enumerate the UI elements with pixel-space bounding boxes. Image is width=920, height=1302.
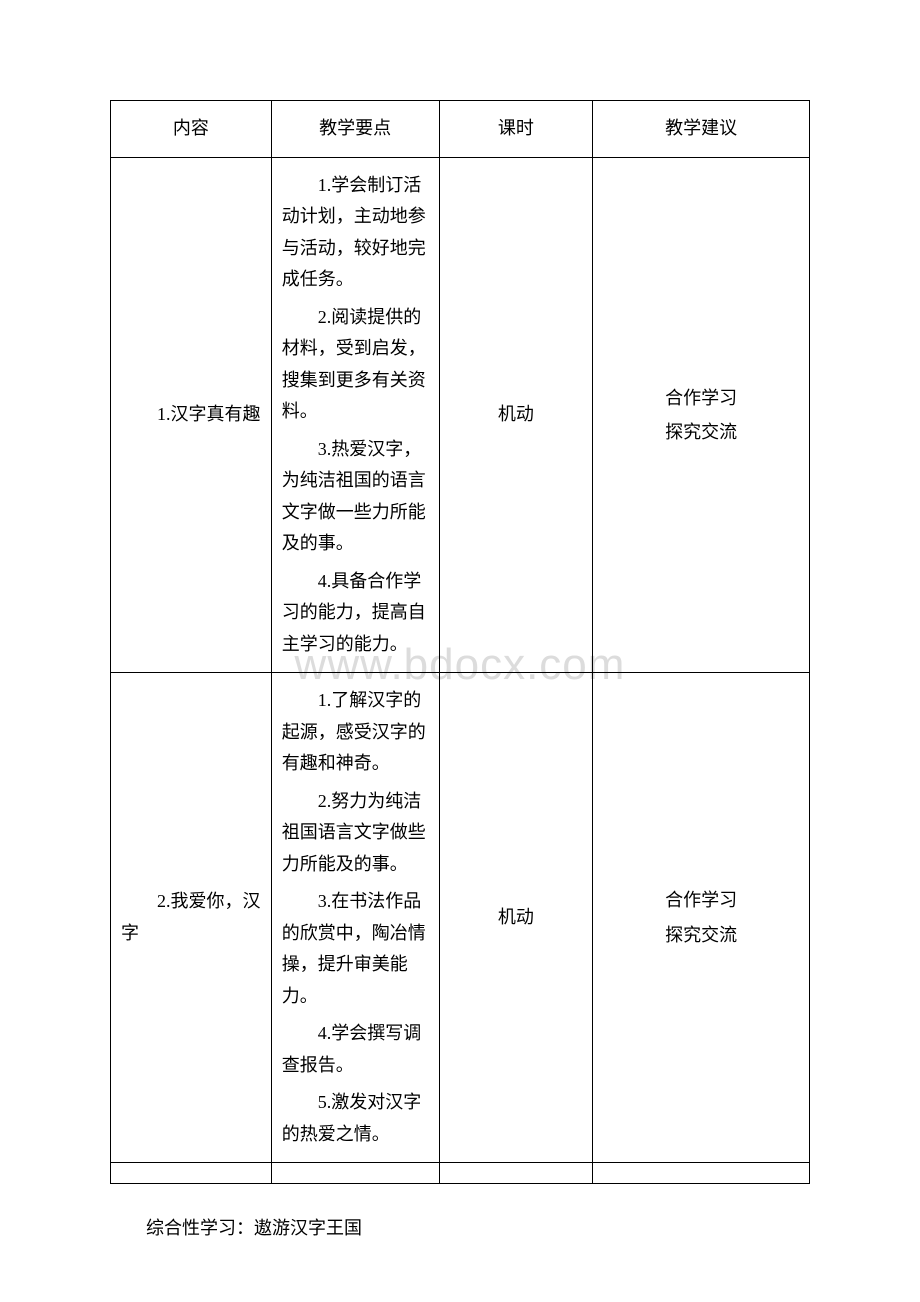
row1-point3: 3.热爱汉字，为纯洁祖国的语言文字做一些力所能及的事。 — [282, 434, 429, 560]
row1-point1: 1.学会制订活动计划，主动地参与活动，较好地完成任务。 — [282, 170, 429, 296]
header-points: 教学要点 — [271, 101, 439, 158]
table-row: 1.汉字真有趣 1.学会制订活动计划，主动地参与活动，较好地完成任务。 2.阅读… — [111, 157, 810, 673]
row2-points: 1.了解汉字的起源，感受汉字的有趣和神奇。 2.努力为纯洁祖国语言文字做些力所能… — [271, 673, 439, 1163]
row1-sugg1: 合作学习 — [603, 381, 799, 415]
table-header-row: 内容 教学要点 课时 教学建议 — [111, 101, 810, 158]
empty-cell — [593, 1163, 810, 1184]
row2-suggestions: 合作学习 探究交流 — [593, 673, 810, 1163]
lesson-table: 内容 教学要点 课时 教学建议 1.汉字真有趣 1.学会制订活动计划，主动地参与… — [110, 100, 810, 1184]
row2-hours: 机动 — [439, 673, 593, 1163]
row1-sugg2: 探究交流 — [603, 415, 799, 449]
row2-sugg2: 探究交流 — [603, 918, 799, 952]
empty-cell — [439, 1163, 593, 1184]
footer-text: 综合性学习：遨游汉字王国 — [110, 1214, 810, 1240]
row2-name: 2.我爱你，汉字 — [111, 673, 272, 1163]
row1-hours: 机动 — [439, 157, 593, 673]
row1-suggestions: 合作学习 探究交流 — [593, 157, 810, 673]
header-content: 内容 — [111, 101, 272, 158]
empty-cell — [271, 1163, 439, 1184]
row1-points: 1.学会制订活动计划，主动地参与活动，较好地完成任务。 2.阅读提供的材料，受到… — [271, 157, 439, 673]
row2-point2: 2.努力为纯洁祖国语言文字做些力所能及的事。 — [282, 786, 429, 881]
row2-point5: 5.激发对汉字的热爱之情。 — [282, 1087, 429, 1150]
row2-sugg1: 合作学习 — [603, 883, 799, 917]
row1-point4: 4.具备合作学习的能力，提高自主学习的能力。 — [282, 566, 429, 661]
row1-name: 1.汉字真有趣 — [111, 157, 272, 673]
row2-point4: 4.学会撰写调查报告。 — [282, 1018, 429, 1081]
header-hours: 课时 — [439, 101, 593, 158]
row2-point1: 1.了解汉字的起源，感受汉字的有趣和神奇。 — [282, 685, 429, 780]
empty-cell — [111, 1163, 272, 1184]
header-suggestions: 教学建议 — [593, 101, 810, 158]
table-row: 2.我爱你，汉字 1.了解汉字的起源，感受汉字的有趣和神奇。 2.努力为纯洁祖国… — [111, 673, 810, 1163]
row1-point2: 2.阅读提供的材料，受到启发，搜集到更多有关资料。 — [282, 302, 429, 428]
table-empty-row — [111, 1163, 810, 1184]
row2-point3: 3.在书法作品的欣赏中，陶冶情操，提升审美能力。 — [282, 886, 429, 1012]
